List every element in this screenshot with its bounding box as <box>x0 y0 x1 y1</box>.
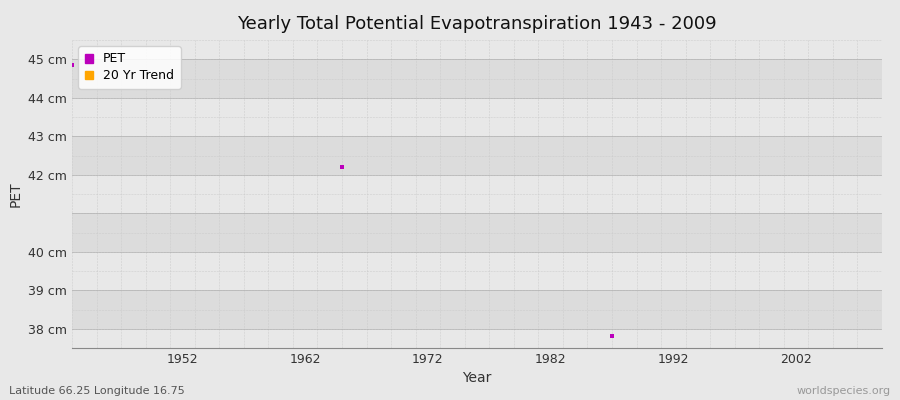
Text: worldspecies.org: worldspecies.org <box>796 386 891 396</box>
Y-axis label: PET: PET <box>9 181 22 207</box>
Text: Latitude 66.25 Longitude 16.75: Latitude 66.25 Longitude 16.75 <box>9 386 184 396</box>
Point <box>335 164 349 170</box>
Bar <box>72 252 882 290</box>
Bar <box>72 59 882 98</box>
Bar <box>72 213 882 252</box>
Legend: PET, 20 Yr Trend: PET, 20 Yr Trend <box>78 46 181 88</box>
Title: Yearly Total Potential Evapotranspiration 1943 - 2009: Yearly Total Potential Evapotranspiratio… <box>238 15 716 33</box>
Bar <box>72 98 882 136</box>
X-axis label: Year: Year <box>463 372 491 386</box>
Bar <box>72 175 882 213</box>
Point <box>65 62 79 68</box>
Bar <box>72 136 882 175</box>
Point <box>605 332 619 339</box>
Bar <box>72 290 882 329</box>
